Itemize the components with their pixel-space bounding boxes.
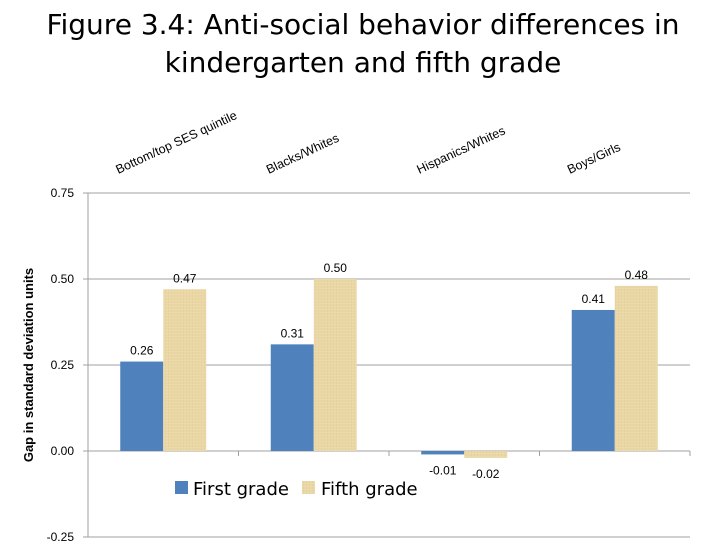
bar-fifth-grade xyxy=(163,289,207,451)
legend-label-first-grade: First grade xyxy=(193,479,289,500)
y-tick-label: 0.75 xyxy=(51,186,75,200)
y-axis-label: Gap in standard deviation units xyxy=(21,268,36,462)
legend-swatch-first-grade xyxy=(175,481,188,494)
data-label: 0.26 xyxy=(130,344,154,358)
bar-first-grade xyxy=(571,309,615,451)
data-label: -0.01 xyxy=(429,463,457,477)
y-tick-label: -0.25 xyxy=(47,530,75,544)
y-tick-label: 0.50 xyxy=(51,272,75,286)
bar-first-grade xyxy=(120,361,164,451)
x-category-label: Bottom/top SES quintile xyxy=(114,108,240,177)
bar-fifth-grade xyxy=(464,451,508,458)
bar-first-grade xyxy=(421,451,465,455)
bar-fifth-grade xyxy=(313,279,357,451)
chart-title: Figure 3.4: Anti-social behavior differe… xyxy=(0,6,726,82)
legend-swatch-fifth-grade xyxy=(302,481,315,494)
data-label: 0.47 xyxy=(173,271,197,285)
y-tick-label: 0.25 xyxy=(51,358,75,372)
chart-title-line-2: kindergarten and fifth grade xyxy=(164,46,562,79)
data-label: 0.41 xyxy=(582,292,606,306)
data-label: 0.31 xyxy=(281,326,305,340)
x-category-label: Boys/Girls xyxy=(565,140,623,177)
legend-label-fifth-grade: Fifth grade xyxy=(321,479,418,500)
x-category-label: Blacks/Whites xyxy=(264,131,341,177)
chart-title-line-1: Figure 3.4: Anti-social behavior differe… xyxy=(46,8,680,41)
bar-fifth-grade xyxy=(614,285,658,451)
x-category-label: Hispanics/Whites xyxy=(415,124,508,177)
data-label: 0.48 xyxy=(625,268,649,282)
data-label: -0.02 xyxy=(472,467,500,481)
data-label: 0.50 xyxy=(324,261,348,275)
bar-first-grade xyxy=(270,344,314,451)
y-tick-label: 0.00 xyxy=(51,444,75,458)
legend: First grade Fifth grade xyxy=(175,479,418,500)
